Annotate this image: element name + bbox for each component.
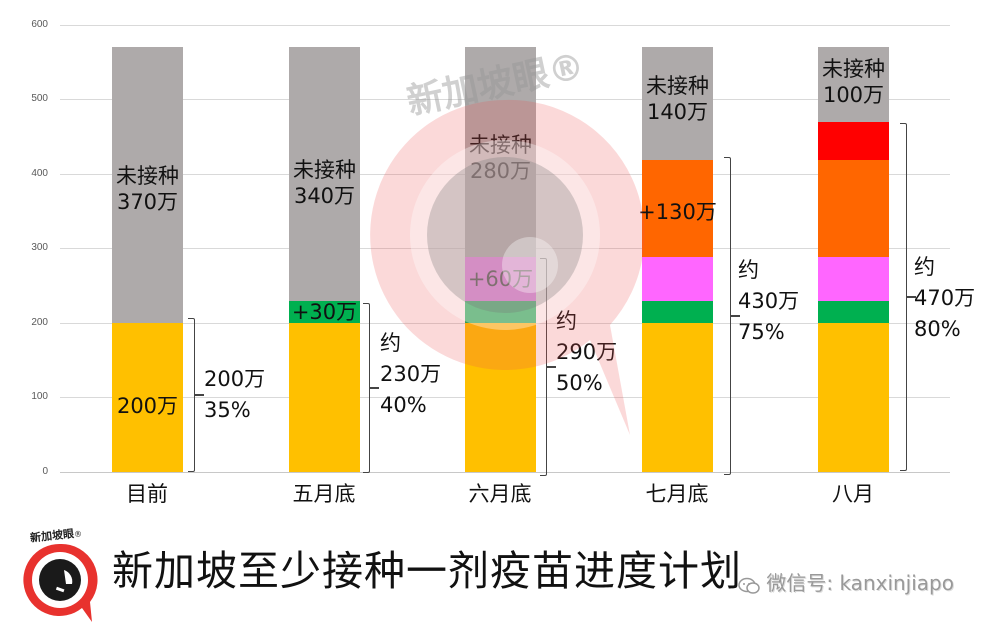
y-tick-0: 0 [42,466,48,477]
y-tick-600: 600 [31,19,48,30]
segment-may [818,301,889,323]
unvaccinated-label: 未接种 140万 [646,74,709,124]
unvaccinated-label: 未接种280万 [453,132,548,184]
x-label-end-may: 五月底 [292,482,356,506]
segment-existing [818,323,889,472]
total-annotation: 约290万50% [556,309,618,395]
total-annotation: 约 230万 40% [380,331,442,417]
total-annotation: 200万 35% [204,367,266,422]
bracket [540,258,556,476]
gridline [60,25,950,26]
segment-may [465,301,536,323]
bracket [724,157,740,475]
segment-unvaccinated [818,47,889,122]
unvaccinated-label: 未接种 100万 [822,57,885,107]
x-label-end-july: 七月底 [645,482,709,506]
segment-unvaccinated [465,47,536,257]
unvaccinated-label: 未接种 340万 [293,158,356,208]
chart-title: 新加坡至少接种一剂疫苗进度计划 [112,547,742,595]
wechat-icon [738,576,760,594]
segment-unvaccinated [642,47,713,160]
y-tick-300: 300 [31,242,48,253]
gridline [60,472,950,473]
y-tick-500: 500 [31,93,48,104]
unvaccinated-label: 未接种 370万 [116,164,179,214]
watermark-logo-icon [370,99,645,436]
x-label-end-june: 六月底 [468,482,532,506]
segment-july [642,160,713,257]
segment-value-label: +60万 [453,266,548,292]
y-tick-100: 100 [31,391,48,402]
segment-june [818,257,889,301]
segment-july [818,160,889,257]
segment-june [642,257,713,301]
eye-logo-icon [23,543,98,622]
segment-value-label: 200万 [116,394,179,418]
segment-existing [112,323,183,472]
total-annotation: 约 470万 80% [914,255,976,341]
segment-value-label: +130万 [638,200,717,224]
wechat-id: 微信号: kanxinjiapo [738,567,954,596]
y-tick-400: 400 [31,168,48,179]
segment-existing [289,323,360,472]
bracket [900,123,916,471]
x-label-august: 八月 [832,482,874,506]
segment-unvaccinated [289,47,360,301]
total-annotation: 约 430万 75% [738,258,800,344]
x-label-current: 目前 [126,482,168,506]
y-tick-200: 200 [31,317,48,328]
segment-existing [465,323,536,472]
segment-august [818,122,889,160]
segment-existing [642,323,713,472]
segment-unvaccinated [112,47,183,323]
bracket [188,318,204,472]
segment-value-label: +30万 [291,300,358,324]
segment-may [289,301,360,323]
segment-june [465,257,536,301]
bracket [363,303,379,473]
segment-may [642,301,713,323]
